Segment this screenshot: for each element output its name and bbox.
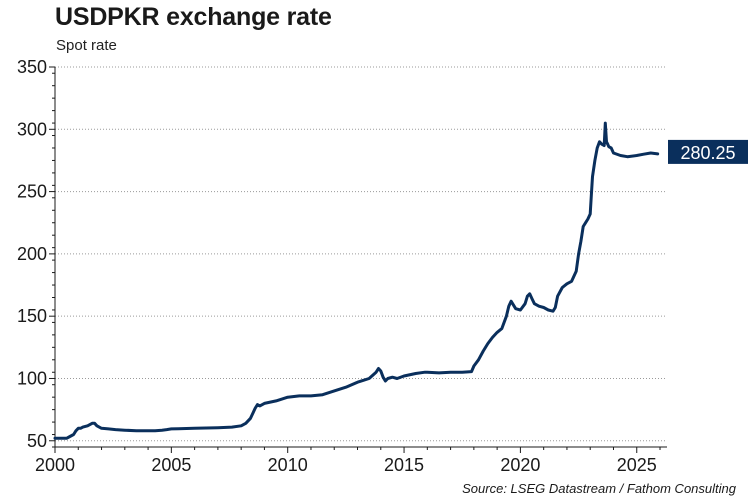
x-tick-label: 2015 xyxy=(384,455,424,475)
end-value-box xyxy=(668,139,748,164)
x-tick-label: 2010 xyxy=(268,455,308,475)
x-tick-label: 2000 xyxy=(35,455,75,475)
x-tick-label: 2025 xyxy=(617,455,657,475)
series-line xyxy=(53,121,660,440)
chart-title: USDPKR exchange rate xyxy=(55,3,332,31)
x-tick-label: 2005 xyxy=(151,455,191,475)
y-tick-label: 200 xyxy=(17,244,47,264)
y-tick-label: 50 xyxy=(27,431,47,451)
chart-subtitle: Spot rate xyxy=(56,37,117,54)
y-tick-label: 350 xyxy=(17,57,47,77)
y-tick-label: 100 xyxy=(17,368,47,388)
x-tick-label: 2020 xyxy=(500,455,540,475)
y-tick-label: 150 xyxy=(17,306,47,326)
chart-source: Source: LSEG Datastream / Fathom Consult… xyxy=(462,481,736,496)
y-tick-label: 250 xyxy=(17,182,47,202)
end-value-label: 280.25 xyxy=(680,143,735,163)
y-tick-label: 300 xyxy=(17,119,47,139)
